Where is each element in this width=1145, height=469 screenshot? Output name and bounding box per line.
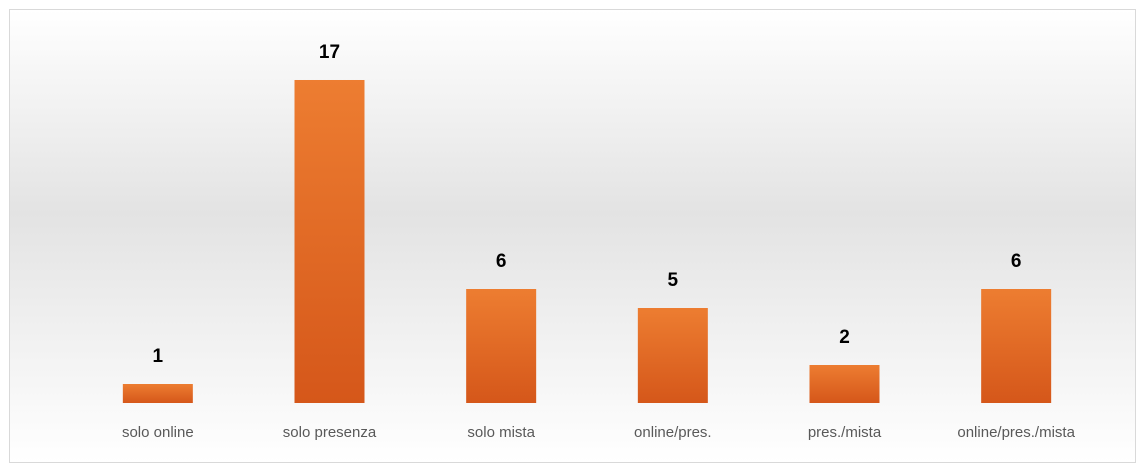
- x-tick-label: solo online: [122, 424, 194, 441]
- x-tick-label: online/pres.: [634, 424, 712, 441]
- data-label: 6: [496, 251, 507, 272]
- data-label: 2: [839, 327, 850, 348]
- data-label: 1: [153, 346, 164, 367]
- data-label: 5: [668, 270, 679, 291]
- chart-area: [9, 9, 1136, 463]
- data-label: 17: [319, 42, 340, 63]
- bar: [637, 308, 708, 403]
- x-tick-label: solo mista: [467, 424, 535, 441]
- data-label: 6: [1011, 251, 1022, 272]
- bar: [981, 289, 1052, 403]
- x-tick-label: solo presenza: [283, 424, 377, 441]
- x-tick-label: online/pres./mista: [957, 424, 1075, 441]
- bar: [294, 80, 365, 403]
- bar: [466, 289, 537, 403]
- bar: [809, 365, 880, 403]
- x-tick-label: pres./mista: [808, 424, 882, 441]
- bar: [122, 384, 193, 403]
